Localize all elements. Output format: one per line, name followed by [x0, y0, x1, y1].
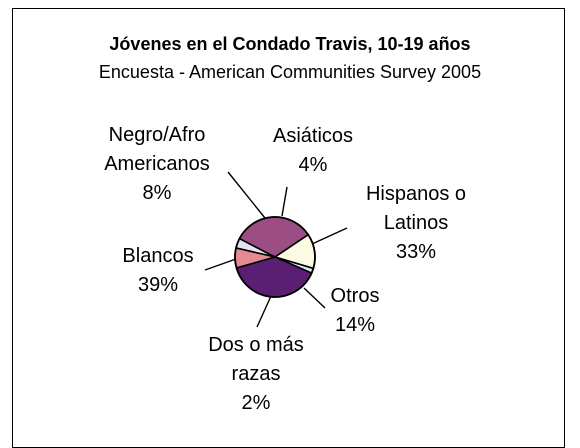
slice-label-line: Dos o más	[208, 334, 304, 356]
slice-label-3: Dos o más razas 2%	[208, 334, 304, 414]
leader-line-3	[256, 295, 272, 328]
pie-slices	[234, 216, 316, 298]
slice-label-line: Asiáticos	[273, 125, 353, 147]
slice-label-line: Hispanos o	[366, 183, 466, 205]
slice-label-line: 4%	[299, 154, 328, 176]
chart-title: Jóvenes en el Condado Travis, 10-19 años	[109, 34, 471, 54]
slice-label-1: Hispanos o Latinos 33%	[366, 183, 466, 263]
leader-line-1	[311, 227, 348, 245]
slice-label-line: 14%	[335, 314, 375, 336]
slice-label-2: Otros 14%	[331, 285, 380, 336]
slice-label-line: Americanos	[104, 153, 210, 175]
slice-label-line: razas	[232, 363, 281, 385]
leader-lines	[204, 171, 348, 328]
slice-label-5: Negro/Afro Americanos 8%	[104, 124, 210, 204]
slice-label-line: 33%	[396, 241, 436, 263]
chart-subtitle: Encuesta - American Communities Survey 2…	[98, 62, 482, 82]
slice-label-line: 2%	[242, 392, 271, 414]
pie-chart: Asiáticos 4% Hispanos o Latinos 33% Otros 14% D…	[104, 124, 466, 414]
pie-rim	[234, 216, 316, 298]
slice-label-line: Latinos	[384, 212, 449, 234]
slice-label-line: Blancos	[122, 245, 193, 267]
slice-label-line: 8%	[143, 182, 172, 204]
slice-labels: Asiáticos 4% Hispanos o Latinos 33% Otros 14% D…	[104, 124, 466, 414]
leader-line-4	[204, 258, 237, 271]
slice-label-0: Asiáticos 4%	[273, 125, 353, 176]
slice-label-line: 39%	[138, 274, 178, 296]
slice-label-line: Otros	[331, 285, 380, 307]
leader-line-0	[281, 186, 288, 217]
leader-line-5	[227, 171, 266, 219]
slice-label-line: Negro/Afro	[109, 124, 206, 146]
slice-label-4: Blancos 39%	[122, 245, 193, 296]
leader-line-2	[303, 287, 326, 309]
